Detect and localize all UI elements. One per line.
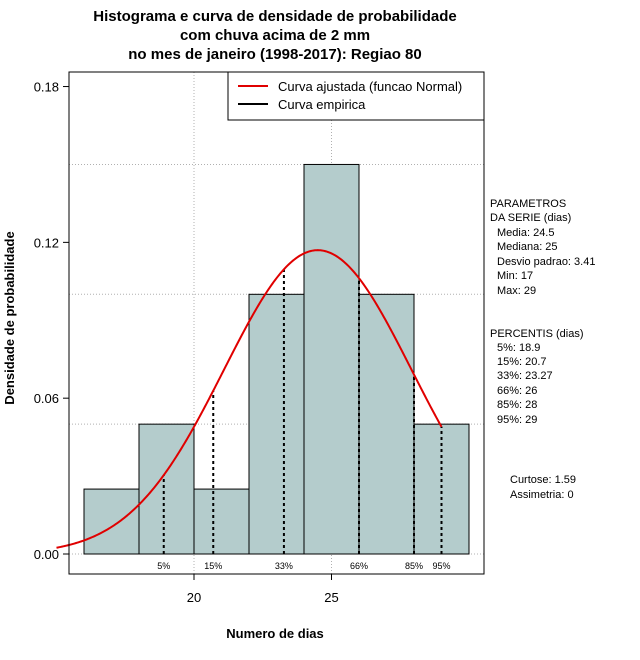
y-tick-label-0: 0.00 (34, 547, 59, 562)
histogram-bar-3 (248, 293, 305, 555)
legend: Curva ajustada (funcao Normal) Curva emp… (227, 71, 485, 121)
param-min: Min: 17 (497, 270, 533, 282)
normal-curve (56, 249, 443, 549)
percentile-label-4: 85% (405, 561, 423, 571)
percentil-5: 5%: 18.9 (497, 342, 540, 354)
param-max: Max: 29 (497, 285, 536, 297)
stats-panel: PARAMETROS DA SERIE (dias) Media: 24.5 M… (490, 198, 595, 501)
y-tick-label-3: 0.18 (34, 80, 59, 95)
assimetria: Assimetria: 0 (510, 489, 574, 501)
percentile-label-2: 33% (275, 561, 293, 571)
x-axis: 20 25 (187, 574, 339, 605)
histogram-bars (83, 163, 470, 555)
histogram-bar-2 (193, 488, 250, 555)
params-header-line-2: DA SERIE (dias) (490, 212, 571, 224)
normal-curve-group (56, 249, 443, 549)
percentil-85: 85%: 28 (497, 399, 537, 411)
percentil-66: 66%: 26 (497, 385, 537, 397)
x-axis-label: Numero de dias (226, 626, 324, 641)
y-axis: 0.00 0.06 0.12 0.18 (34, 80, 69, 562)
chart-title-line-2: com chuva acima de 2 mm (180, 27, 370, 44)
histogram-bar-5 (358, 293, 415, 555)
y-tick-label-2: 0.12 (34, 235, 59, 250)
param-media: Media: 24.5 (497, 227, 554, 239)
percentile-labels: 5% 15% 33% 66% 85% 95% (157, 561, 450, 571)
percentile-label-1: 15% (204, 561, 222, 571)
percentil-15: 15%: 20.7 (497, 356, 547, 368)
histogram-bar-1 (138, 423, 195, 555)
y-tick-label-1: 0.06 (34, 391, 59, 406)
curtose: Curtose: 1.59 (510, 474, 576, 486)
x-tick-label-1: 25 (324, 590, 338, 605)
y-axis-label: Densidade de probabilidade (2, 231, 17, 404)
percentile-label-3: 66% (350, 561, 368, 571)
histogram-bar-4 (303, 163, 360, 555)
percentile-label-5: 95% (432, 561, 450, 571)
percentile-lines (162, 269, 443, 554)
legend-label-empirical: Curva empirica (278, 97, 366, 112)
x-tick-label-0: 20 (187, 590, 201, 605)
chart-title-line-3: no mes de janeiro (1998-2017): Regiao 80 (128, 46, 421, 63)
histogram-bar-0 (83, 488, 140, 555)
percentil-95: 95%: 29 (497, 414, 537, 426)
percentile-label-0: 5% (157, 561, 170, 571)
legend-label-normal: Curva ajustada (funcao Normal) (278, 79, 462, 94)
percentil-33: 33%: 23.27 (497, 370, 553, 382)
param-desvio: Desvio padrao: 3.41 (497, 256, 595, 268)
legend-box (227, 71, 485, 121)
params-header-line-1: PARAMETROS (490, 198, 566, 210)
param-mediana: Mediana: 25 (497, 241, 558, 253)
chart-title-line-1: Histograma e curva de densidade de proba… (93, 8, 456, 25)
percentis-header: PERCENTIS (dias) (490, 328, 584, 340)
